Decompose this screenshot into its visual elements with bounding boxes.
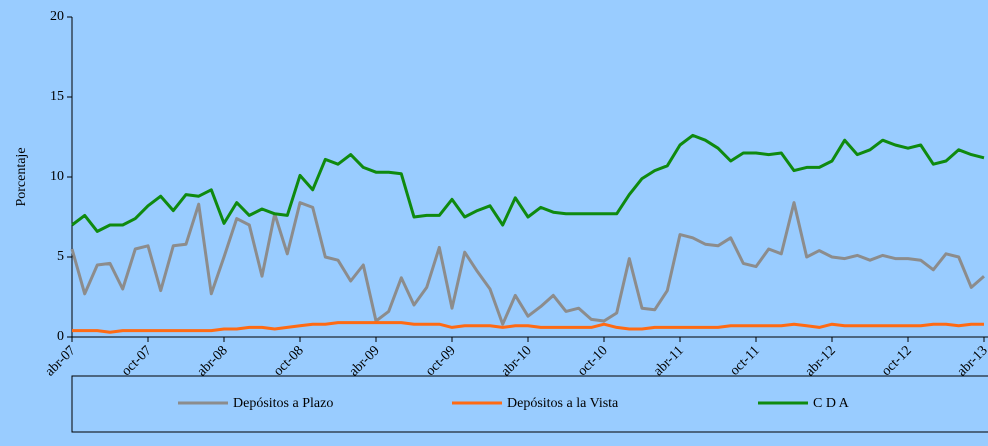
y-tick-label: 10 (50, 169, 64, 184)
legend-label: C D A (813, 396, 850, 411)
y-tick-label: 0 (57, 329, 64, 344)
y-tick-label: 15 (50, 89, 64, 104)
series-line (71, 133, 985, 233)
series-line (70, 201, 985, 326)
legend-label: Depósitos a Plazo (233, 396, 333, 411)
series-line (72, 321, 984, 334)
y-tick-label: 5 (57, 249, 64, 264)
y-axis-label: Porcentaje (14, 147, 29, 206)
legend-box (71, 375, 988, 433)
y-tick-label: 20 (50, 9, 64, 24)
legend-label: Depósitos a la Vista (507, 396, 619, 411)
